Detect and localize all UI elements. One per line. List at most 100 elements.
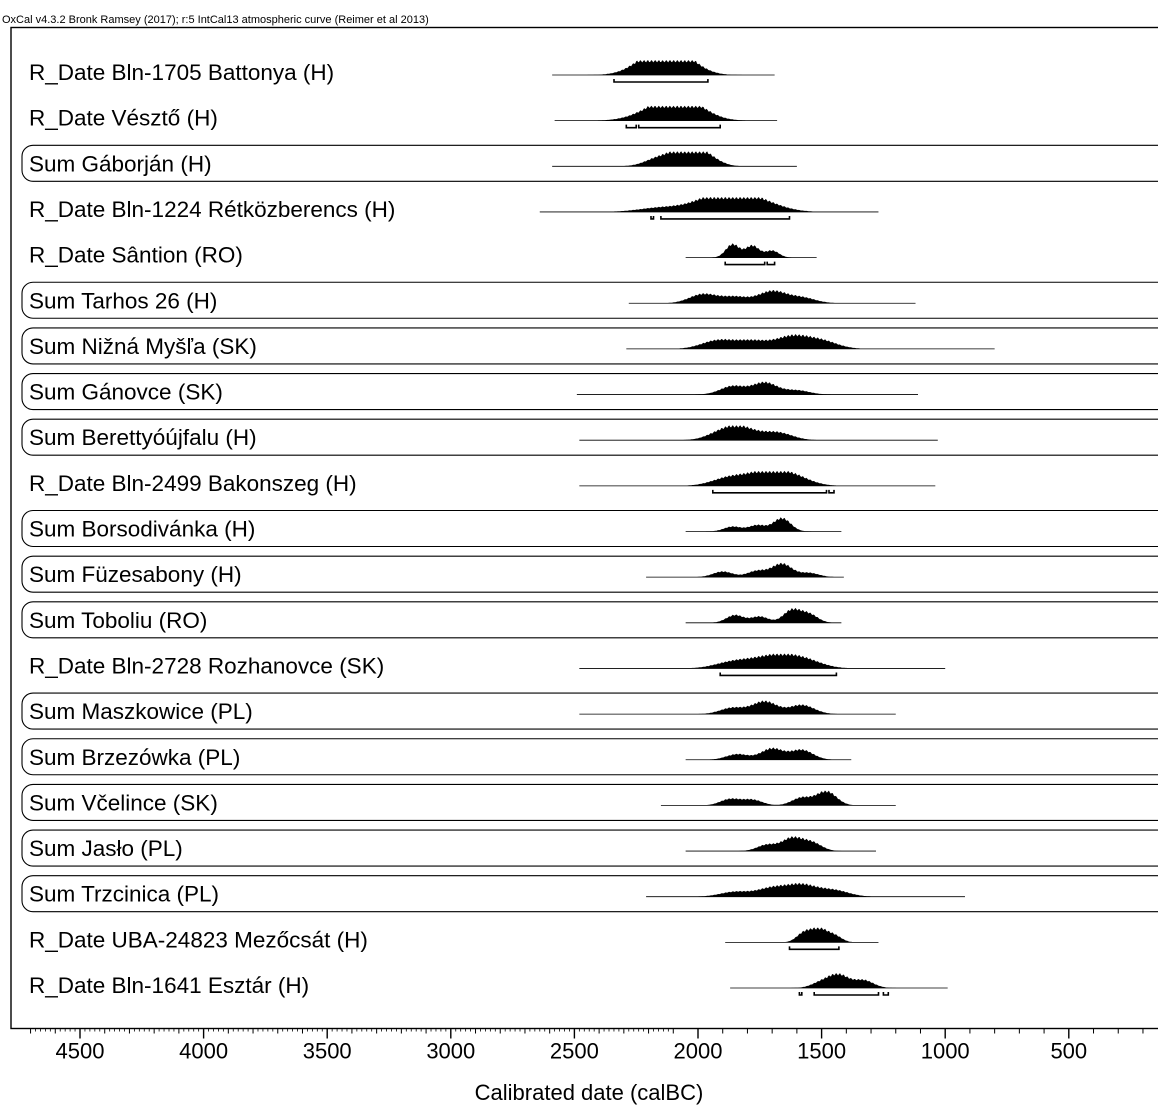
x-axis-tick-label: 1000	[921, 1039, 970, 1064]
row-label: R_Date Bln-2499 Bakonszeg (H)	[29, 471, 357, 496]
row-label: Sum Toboliu (RO)	[29, 608, 207, 633]
sum-row-box	[21, 327, 1158, 365]
date-row: Sum Tarhos 26 (H)	[21, 281, 1158, 319]
row-label: Sum Füzesabony (H)	[29, 562, 242, 587]
date-row: Sum Brzezówka (PL)	[21, 738, 1158, 776]
date-row: Sum Maszkowice (PL)	[21, 692, 1158, 730]
probability-distribution	[730, 973, 948, 988]
probability-distribution	[685, 836, 876, 852]
probability-distribution	[554, 105, 778, 121]
probability-distribution	[579, 700, 896, 715]
x-axis-tick-label: 1500	[797, 1039, 846, 1064]
sum-row-box	[21, 783, 1158, 821]
sum-row-box	[21, 509, 1158, 548]
probability-distribution	[626, 334, 995, 349]
probability-distribution	[646, 882, 965, 897]
probability-distribution	[576, 381, 918, 395]
x-axis-title: Calibrated date (calBC)	[475, 1080, 704, 1105]
date-row: Sum Gánovce (SK)	[21, 373, 1158, 411]
plot-frame	[10, 26, 1158, 1030]
date-row: Sum Gáborján (H)	[21, 144, 1158, 182]
row-label: Sum Brzezówka (PL)	[29, 745, 240, 770]
hpd-range-bracket	[637, 124, 721, 129]
row-label: Sum Včelince (SK)	[29, 790, 218, 815]
sum-row-box	[21, 373, 1158, 411]
date-row: R_Date Bln-1641 Esztár (H)	[29, 973, 948, 998]
x-axis-tick-label: 4000	[179, 1039, 228, 1064]
sum-row-box	[21, 829, 1158, 867]
row-label: R_Date Bln-2728 Rozhanovce (SK)	[29, 653, 384, 678]
row-label: R_Date Vésztő (H)	[29, 106, 218, 131]
x-axis-tick-label: 3500	[303, 1039, 352, 1064]
date-row: R_Date Bln-1705 Battonya (H)	[29, 60, 775, 85]
date-row: R_Date Bln-2499 Bakonszeg (H)	[29, 470, 936, 496]
hpd-range-bracket	[724, 261, 766, 266]
row-label: Sum Tarhos 26 (H)	[29, 288, 217, 313]
probability-distribution	[725, 927, 879, 943]
sum-row-box	[21, 418, 1158, 456]
probability-distribution	[685, 517, 842, 532]
row-label: Sum Nižná Myšľa (SK)	[29, 334, 257, 359]
date-row: R_Date Bln-1224 Rétközberencs (H)	[29, 197, 879, 222]
sum-row-box	[21, 281, 1158, 319]
row-label: Sum Jasło (PL)	[29, 836, 183, 861]
sum-row-box	[21, 144, 1158, 182]
row-label: R_Date Bln-1705 Battonya (H)	[29, 60, 334, 85]
chart-header: OxCal v4.3.2 Bronk Ramsey (2017); r:5 In…	[2, 14, 429, 26]
hpd-range-bracket	[828, 489, 835, 494]
row-label: Sum Maszkowice (PL)	[29, 699, 253, 724]
hpd-range-bracket	[625, 124, 637, 129]
row-label: R_Date Sântion (RO)	[29, 243, 243, 268]
hpd-range-bracket	[798, 992, 803, 996]
probability-distribution	[685, 243, 817, 258]
date-row: Sum Trzcinica (PL)	[21, 875, 1158, 913]
probability-distribution	[552, 151, 797, 167]
x-axis: 4500 4000 3500 3000 2500 2000 1500 1000 500	[30, 1028, 1144, 1064]
row-label: R_Date Bln-1224 Rétközberencs (H)	[29, 197, 395, 222]
probability-distribution	[579, 470, 936, 486]
x-axis-tick-label: 4500	[56, 1039, 105, 1064]
sum-row-box	[21, 738, 1158, 776]
probability-distribution	[552, 60, 775, 75]
hpd-range-bracket	[788, 946, 840, 951]
hpd-range-bracket	[712, 489, 828, 494]
hpd-range-bracket	[719, 672, 838, 677]
x-axis-tick-label: 500	[1050, 1039, 1087, 1064]
sum-row-box	[21, 601, 1158, 639]
sum-row-box	[21, 875, 1158, 913]
row-label: R_Date Bln-1641 Esztár (H)	[29, 973, 309, 998]
row-label: Sum Trzcinica (PL)	[29, 882, 219, 907]
date-row: R_Date Vésztő (H)	[29, 105, 778, 131]
probability-distribution	[628, 290, 916, 304]
hpd-range-bracket	[660, 215, 791, 220]
date-row: R_Date Sântion (RO)	[29, 243, 817, 268]
row-label: R_Date UBA-24823 Mezőcsát (H)	[29, 927, 368, 952]
row-label: Sum Gáborján (H)	[29, 151, 212, 176]
date-row: Sum Jasło (PL)	[21, 829, 1158, 867]
hpd-range-bracket	[650, 215, 655, 220]
hpd-range-bracket	[813, 992, 880, 996]
hpd-range-bracket	[882, 992, 890, 996]
x-axis-tick-label: 2500	[550, 1039, 599, 1064]
date-row: R_Date UBA-24823 Mezőcsát (H)	[29, 927, 879, 952]
probability-distribution	[579, 425, 938, 441]
row-label: Sum Gánovce (SK)	[29, 380, 223, 405]
probability-distribution	[685, 747, 852, 760]
probability-distribution	[685, 607, 842, 623]
hpd-range-bracket	[613, 79, 709, 83]
probability-distribution	[646, 562, 844, 578]
x-axis-tick-label: 2000	[674, 1039, 723, 1064]
hpd-range-bracket	[766, 261, 776, 266]
probability-distribution	[539, 197, 879, 212]
date-row: Sum Toboliu (RO)	[21, 601, 1158, 639]
x-axis-tick-label: 3000	[426, 1039, 475, 1064]
row-label: Sum Berettyóújfalu (H)	[29, 425, 257, 450]
sum-row-box	[21, 555, 1158, 593]
date-row: Sum Füzesabony (H)	[21, 555, 1158, 593]
probability-distribution	[660, 790, 896, 806]
probability-distribution	[579, 653, 946, 669]
date-row: Sum Borsodivánka (H)	[21, 509, 1158, 548]
date-row: R_Date Bln-2728 Rozhanovce (SK)	[29, 653, 946, 678]
date-row: Sum Nižná Myšľa (SK)	[21, 327, 1158, 365]
